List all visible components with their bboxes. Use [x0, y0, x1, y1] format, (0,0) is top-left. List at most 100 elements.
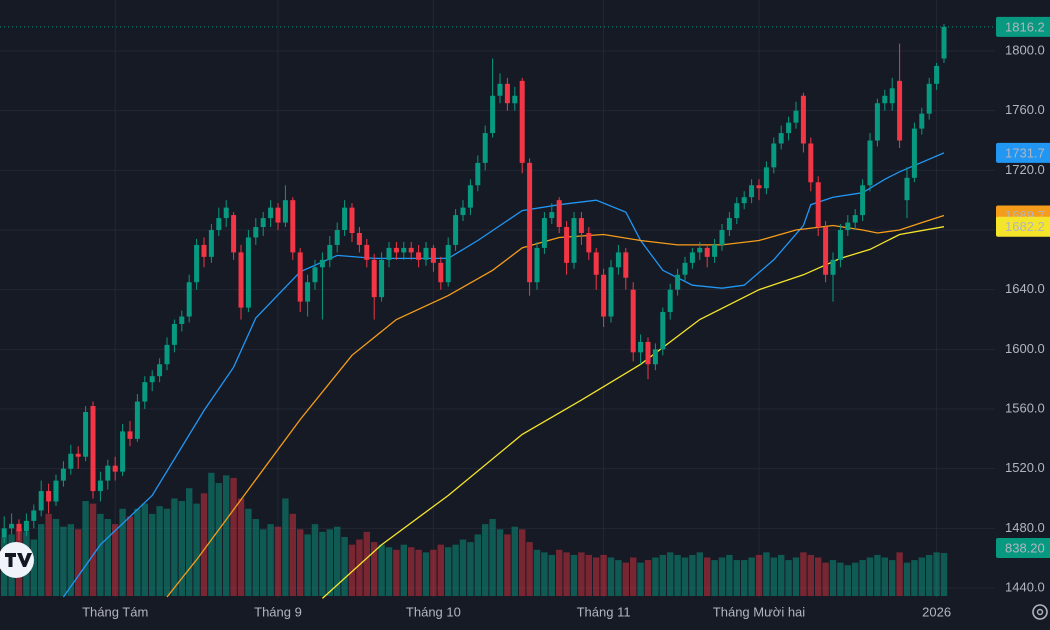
volume-bar	[674, 554, 681, 596]
y-tick-label: 1800.0	[1005, 42, 1045, 57]
candle-body	[697, 247, 703, 253]
candle-body	[408, 247, 414, 253]
candle-body	[837, 230, 843, 260]
y-tick-label: 1640.0	[1005, 281, 1045, 296]
volume-bar	[741, 560, 748, 596]
candle-body	[689, 252, 695, 263]
volume-bar	[504, 534, 511, 596]
candle-body	[889, 88, 895, 104]
volume-bar	[45, 513, 52, 596]
candle-body	[134, 401, 140, 439]
candle-body	[290, 200, 296, 253]
candle-body	[941, 26, 947, 59]
volume-bar	[319, 531, 326, 596]
candle-body	[490, 95, 496, 134]
gear[interactable]	[1032, 604, 1048, 620]
candle-body	[260, 218, 266, 228]
volume-bar	[755, 554, 763, 596]
candle-body	[319, 259, 325, 268]
candle-body	[608, 267, 614, 317]
candles	[1, 24, 947, 544]
volume-bar	[829, 560, 837, 596]
y-tick-label: 1520.0	[1005, 460, 1045, 475]
candle-body	[475, 162, 481, 186]
volume-bar	[807, 554, 814, 596]
candle-body	[763, 167, 769, 189]
candle-body	[60, 468, 66, 481]
candle-body	[16, 523, 22, 532]
candle-body	[586, 232, 592, 253]
volume-bar	[496, 529, 504, 596]
settings-icon[interactable]	[1032, 604, 1048, 620]
volume-bar	[97, 513, 104, 596]
volume-pane	[1, 472, 948, 596]
candle-body	[601, 274, 607, 317]
candle-body	[460, 207, 466, 216]
volume-bar	[511, 526, 518, 596]
volume-bar	[585, 554, 592, 596]
candle-body	[726, 218, 732, 231]
candle-body	[416, 252, 422, 260]
ma-badge-bg	[996, 142, 1050, 163]
candle-body	[312, 267, 318, 283]
candle-body	[623, 252, 629, 278]
volume-bar	[356, 539, 363, 596]
x-tick-label: Tháng Mười hai	[713, 604, 805, 619]
volume-bar	[918, 557, 925, 596]
candle-body	[571, 218, 577, 263]
candle-body	[638, 341, 644, 353]
volume-bar	[711, 560, 718, 596]
volume-bar	[452, 544, 459, 596]
y-tick-label: 1720.0	[1005, 162, 1045, 177]
volume-bar	[748, 557, 755, 596]
volume-bar	[104, 519, 111, 596]
candle-body	[231, 215, 237, 253]
candle-body	[786, 122, 792, 134]
volume-bar	[637, 562, 644, 596]
candle-body	[615, 252, 621, 268]
volume-bar	[852, 562, 859, 596]
x-tick-label: 2026	[922, 604, 951, 619]
candle-body	[90, 406, 96, 492]
gear-hub[interactable]	[1036, 608, 1044, 616]
volume-bar	[326, 529, 333, 596]
volume-bar	[430, 549, 437, 596]
volume-bar	[252, 519, 259, 596]
volume-bar	[630, 557, 637, 596]
candle-body	[830, 259, 836, 275]
volume-bar	[178, 501, 185, 596]
ma-badge: 1682.2	[1005, 219, 1045, 234]
candle-body	[749, 185, 755, 198]
volume-bar	[792, 557, 800, 596]
candle-body	[564, 227, 570, 263]
volume-bar	[570, 554, 578, 596]
volume-bar	[903, 562, 911, 596]
candle-body	[97, 480, 103, 492]
volume-bar	[311, 524, 319, 596]
candle-body	[793, 110, 799, 123]
x-tick-label: Tháng 10	[406, 604, 461, 619]
candle-body	[112, 465, 118, 472]
candle-body	[186, 282, 192, 317]
volume-bar	[297, 529, 304, 596]
volume-bar	[600, 554, 607, 596]
candle-body	[379, 259, 385, 298]
volume-bar	[371, 542, 378, 596]
candle-body	[645, 341, 651, 365]
candle-body	[53, 480, 59, 502]
candle-body	[712, 244, 718, 257]
volume-bar	[644, 560, 652, 596]
candle-body	[741, 197, 747, 204]
volume-bar	[445, 547, 452, 596]
volume-badge: 838.20	[1005, 540, 1045, 555]
candle-body	[578, 218, 584, 233]
volume-bar	[422, 552, 430, 596]
volume-bar	[889, 560, 896, 596]
candle-body	[364, 244, 370, 260]
volume-bar	[223, 475, 230, 596]
candle-body	[105, 465, 111, 481]
candle-body	[519, 80, 525, 163]
volume-bar	[193, 503, 200, 596]
volume-bar	[926, 554, 933, 596]
